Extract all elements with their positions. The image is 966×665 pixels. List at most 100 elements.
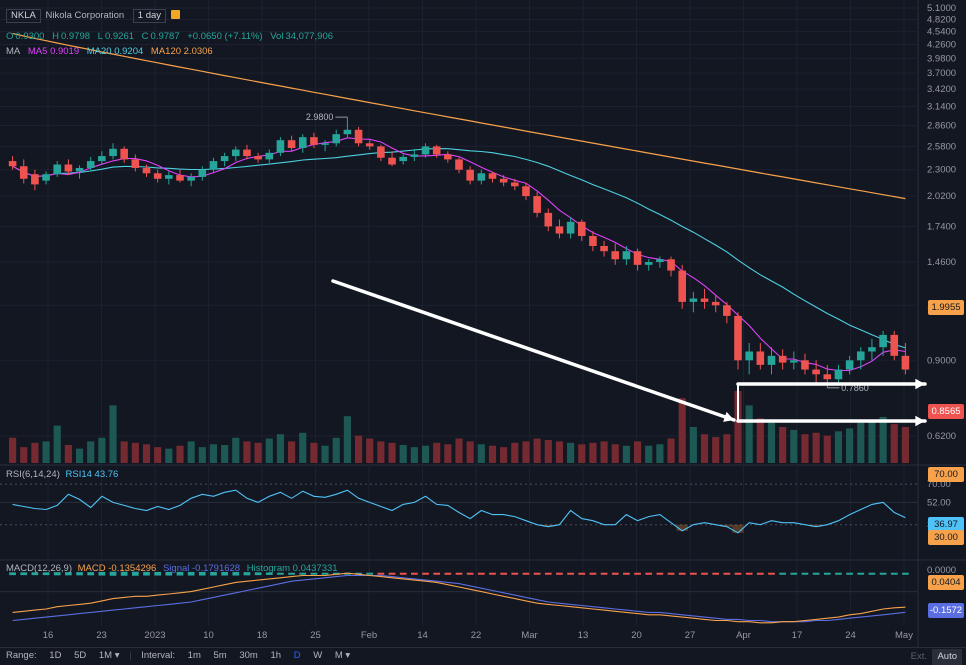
macd-histogram-bar — [9, 572, 16, 576]
volume-bar — [801, 434, 809, 463]
macd-histogram-bar — [455, 572, 463, 575]
volume-bar — [187, 441, 195, 463]
macd-histogram-bar — [332, 572, 340, 575]
ohlc-readout: O 0.9300 H 0.9798 L 0.9261 C 0.9787 +0.0650 … — [6, 31, 338, 43]
auto-button[interactable]: Auto — [932, 649, 962, 665]
macd-histogram-bar — [265, 572, 273, 575]
volume-bar — [343, 416, 351, 463]
ext-button[interactable]: Ext. — [910, 651, 927, 662]
price-tick-label: 3.9800 — [927, 53, 956, 64]
volume-label: Vol — [270, 31, 284, 42]
price-tick-label: 2.5800 — [927, 141, 956, 152]
volume-bar — [689, 427, 697, 463]
high-value: 0.9798 — [60, 31, 91, 42]
macd-histogram-bar — [366, 572, 374, 575]
interval-w-button[interactable]: W — [313, 650, 323, 661]
rsi-value: RSI14 43.76 — [65, 469, 119, 480]
ma120-value: MA120 2.0306 — [150, 46, 213, 57]
macd-histogram-bar — [511, 572, 519, 575]
macd-histogram-bar — [277, 572, 284, 575]
candle-body — [488, 173, 497, 179]
price-tick-label: 2.0200 — [927, 191, 956, 202]
rsi-label: RSI(6,14,24) — [6, 469, 60, 480]
volume-bar — [198, 447, 206, 463]
macd-histogram-bar — [176, 571, 184, 576]
macd-histogram-bar — [399, 572, 407, 575]
candle-body — [566, 221, 575, 234]
volume-bar — [589, 442, 597, 463]
support-arrow — [736, 415, 927, 427]
candle-body — [98, 156, 106, 162]
calendar-icon[interactable] — [170, 10, 180, 19]
candle-body — [511, 182, 519, 187]
macd-histogram-bar — [667, 572, 675, 575]
macd-histogram-bar — [556, 572, 563, 575]
macd-histogram-bar — [422, 572, 429, 575]
price-tick-label: 2.8600 — [927, 120, 956, 131]
macd-histogram-bar — [846, 572, 853, 575]
candle-body — [421, 146, 430, 155]
candle-body — [812, 369, 820, 375]
range-1d-button[interactable]: 1D — [49, 650, 62, 661]
macd-histogram-bar — [444, 572, 452, 575]
time-tick-label: 13 — [578, 630, 589, 641]
candle-body — [321, 143, 329, 145]
candle-body — [209, 161, 218, 170]
volume-bar — [500, 447, 508, 463]
trend-arrow-down-head — [723, 411, 734, 422]
range-label: Range: — [6, 650, 37, 661]
candle-body — [577, 221, 586, 236]
interval-30m-button[interactable]: 30m — [239, 650, 258, 661]
volume-bar — [243, 441, 251, 463]
interval-5m-button[interactable]: 5m — [213, 650, 227, 661]
candle-body — [187, 176, 195, 181]
company-name: Nikola Corporation — [45, 10, 125, 21]
symbol-label[interactable]: NKLA — [6, 9, 41, 23]
interval-1h-button[interactable]: 1h — [270, 650, 282, 661]
volume-bar — [120, 441, 128, 463]
volume-bar — [75, 448, 84, 463]
price-tick-label: 4.5400 — [927, 27, 956, 38]
rsi-70-badge: 70.00 — [928, 467, 964, 482]
candle-body — [131, 159, 140, 168]
macd-histogram-bar — [165, 571, 173, 576]
candle-body — [75, 167, 84, 172]
candle-body — [533, 196, 541, 213]
volume-bar — [700, 434, 709, 463]
volume-bar — [221, 445, 229, 463]
macd-histogram-bar — [31, 572, 39, 576]
interval-1m-button[interactable]: 1m — [187, 650, 201, 661]
trend-arrow-down-line — [331, 279, 736, 422]
support-arrow-head — [915, 415, 925, 427]
macd-legend: MACD(12,26,9) MACD -0.1354296 Signal -0.… — [6, 563, 338, 575]
volume-bar — [823, 435, 831, 463]
rsi-oversold-fill — [732, 524, 744, 533]
candle-body — [142, 167, 151, 174]
interval-label[interactable]: 1 day — [132, 9, 167, 23]
interval-m-button[interactable]: M ▾ — [334, 650, 351, 661]
macd-histogram-bar — [288, 572, 295, 575]
candle-body — [455, 159, 463, 170]
price-tick-label: 5.1000 — [927, 3, 956, 14]
volume-bar — [232, 437, 240, 463]
volume-bar — [165, 448, 173, 463]
high-label: H — [52, 31, 59, 42]
macd-histogram-bar — [857, 572, 865, 575]
range-1m-button[interactable]: 1M ▾ — [98, 650, 120, 661]
macd-histogram-bar — [578, 572, 586, 575]
close-value: 0.9787 — [150, 31, 180, 42]
volume-bar — [544, 439, 552, 463]
volume-bar — [834, 431, 843, 463]
interval-d-button[interactable]: D — [293, 650, 301, 661]
ma5-value: MA5 0.9019 — [27, 46, 80, 57]
candle-body — [734, 315, 742, 361]
change-value: +0.0650 (+7.11%) — [187, 31, 263, 42]
candle-body — [410, 154, 419, 157]
price-tick-label: 4.8200 — [927, 14, 956, 25]
range-5d-button[interactable]: 5D — [74, 650, 87, 661]
volume-value: 34,077,906 — [285, 31, 334, 42]
close-label: C — [141, 31, 149, 42]
volume-bar — [477, 444, 485, 463]
rsi-legend: RSI(6,14,24) RSI14 43.76 — [6, 469, 118, 481]
